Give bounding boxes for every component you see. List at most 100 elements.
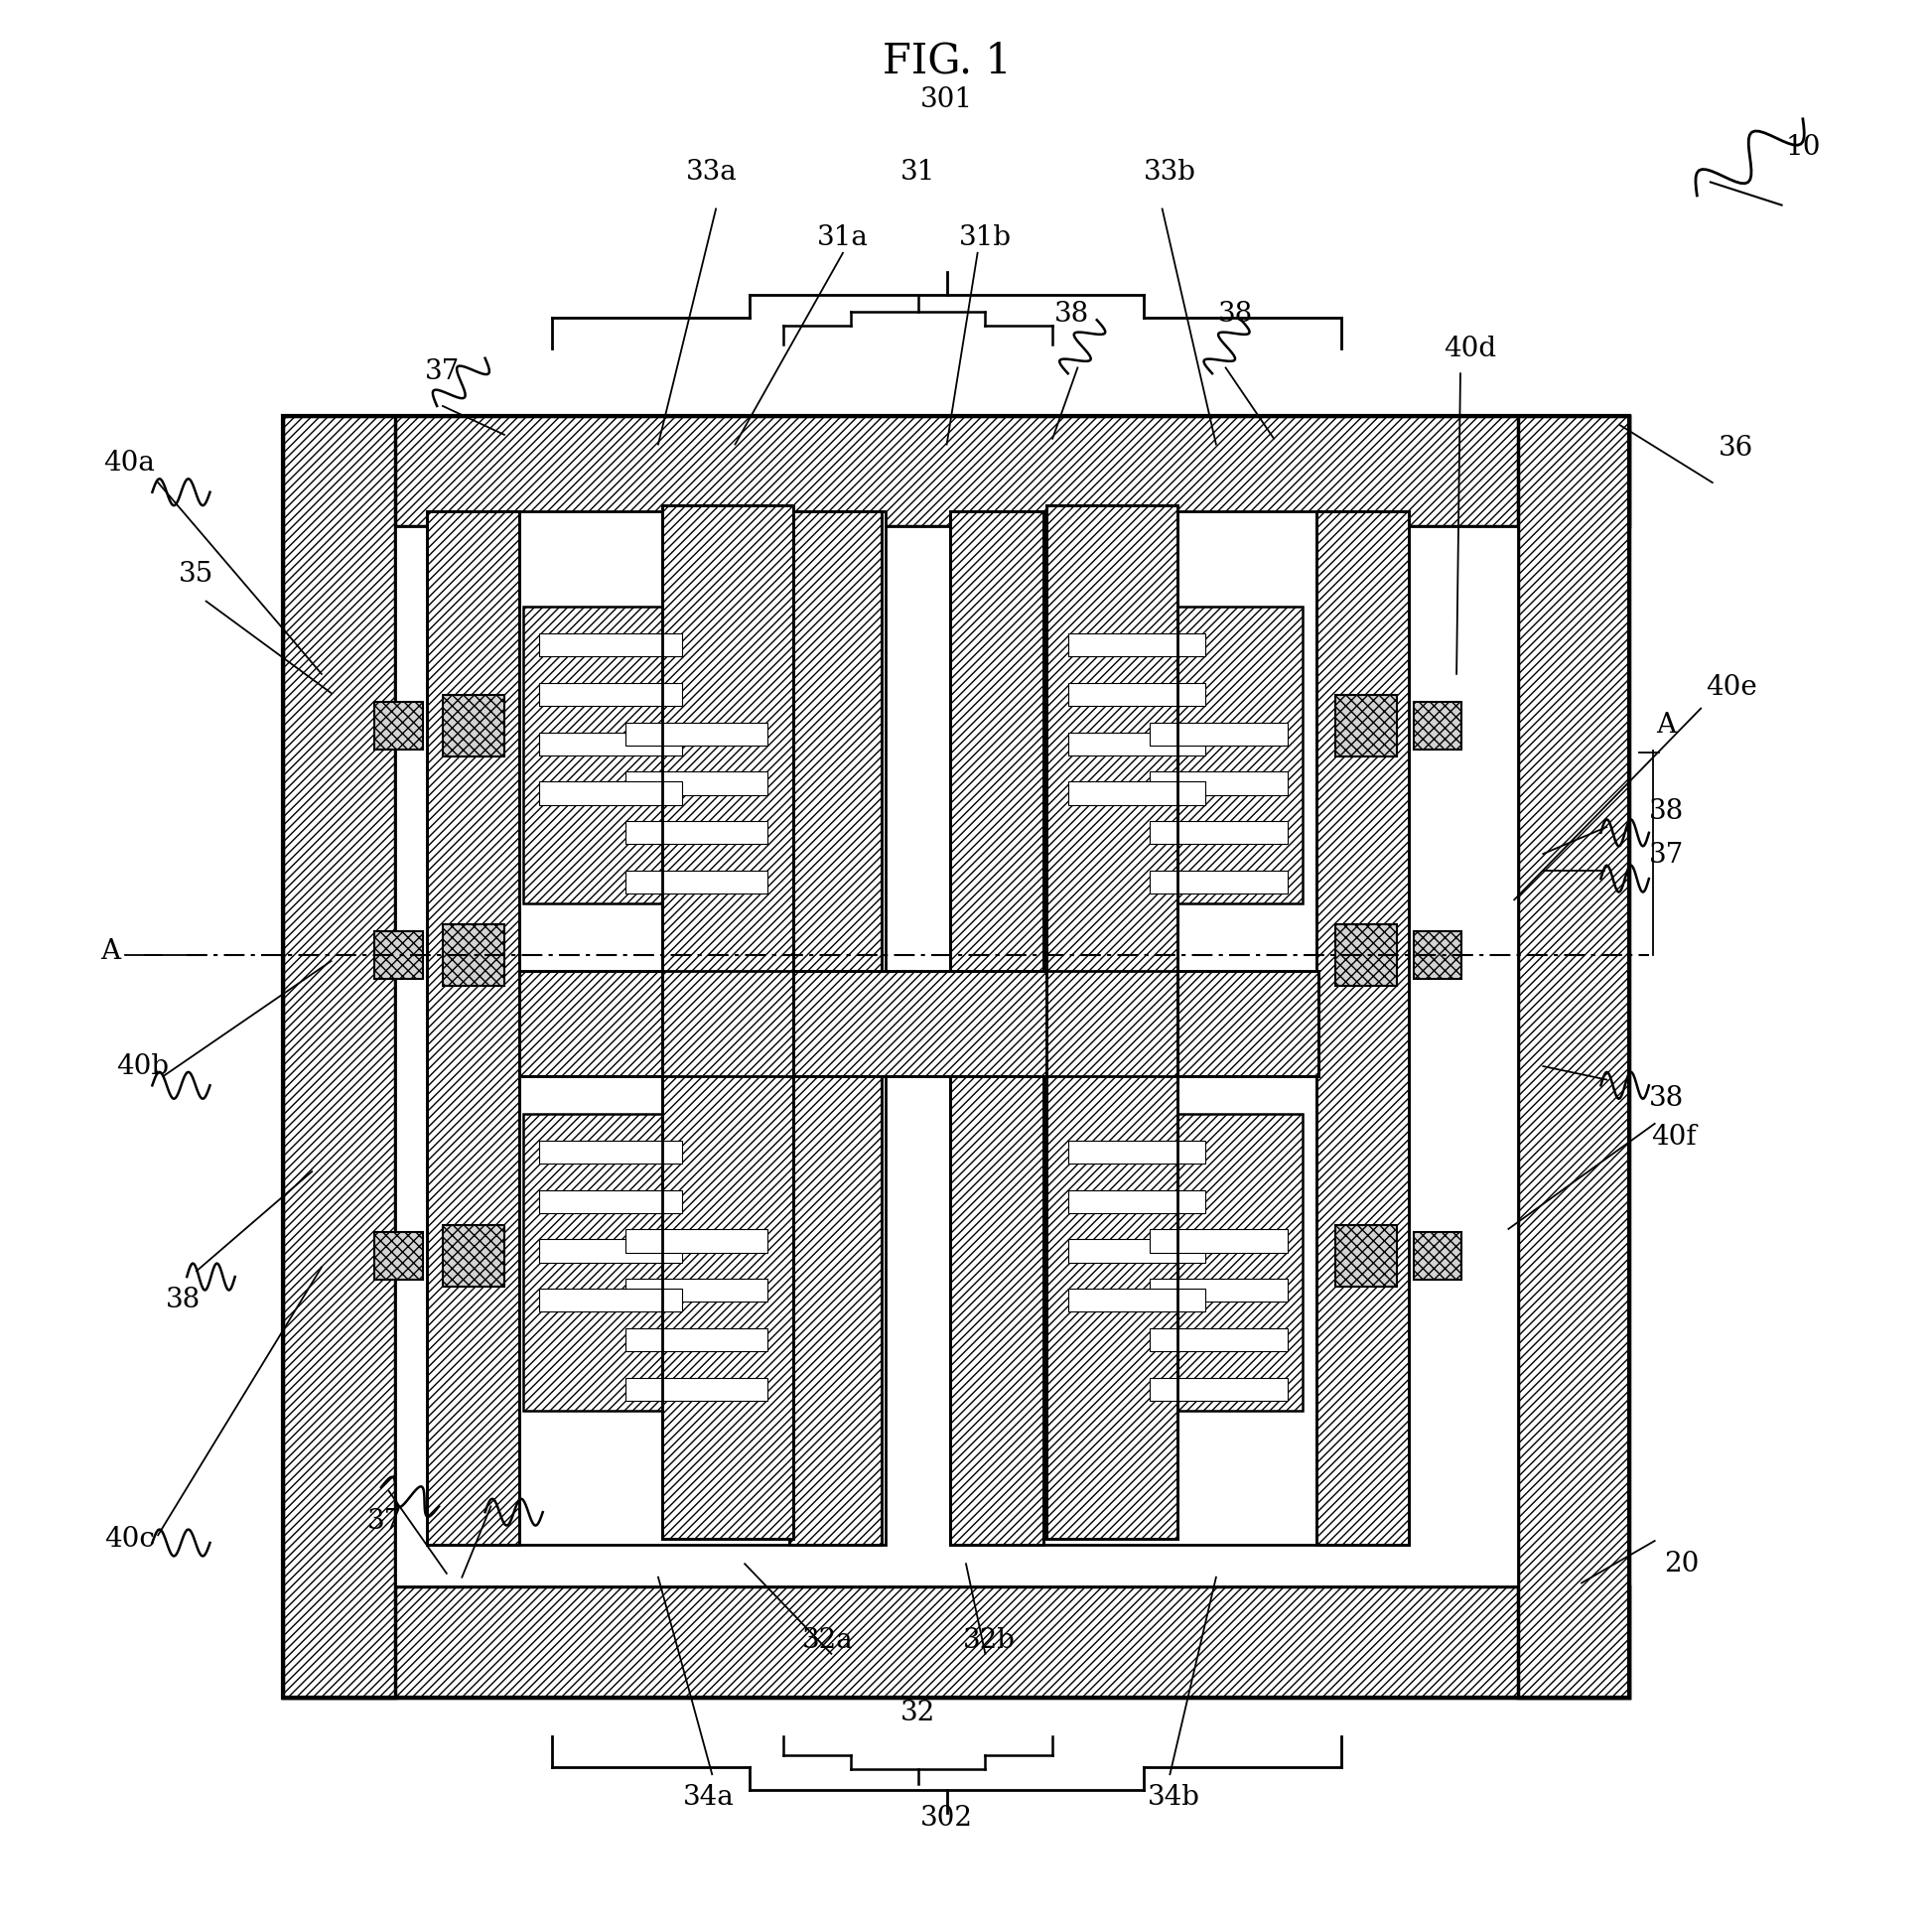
Text: 40d: 40d [1443, 334, 1497, 361]
Bar [520, 971, 1318, 1076]
Bar [284, 415, 394, 1697]
Bar [1068, 732, 1206, 755]
Text: 32a: 32a [802, 1626, 854, 1653]
Bar [626, 1278, 767, 1301]
Bar [1068, 1190, 1206, 1213]
Text: 37: 37 [425, 357, 460, 384]
Text: 32: 32 [900, 1699, 935, 1726]
Bar [951, 511, 1043, 1545]
Text: 33b: 33b [1144, 160, 1196, 186]
Text: 34b: 34b [1148, 1784, 1200, 1811]
Bar [1150, 1378, 1287, 1401]
Bar [1150, 821, 1287, 844]
Bar [1068, 782, 1206, 805]
Bar [524, 1115, 782, 1411]
Bar [1047, 505, 1179, 1540]
Bar [1150, 871, 1287, 894]
Bar [442, 696, 504, 755]
Bar [1068, 1290, 1206, 1313]
Bar [626, 1378, 767, 1401]
Text: 33a: 33a [686, 160, 738, 186]
Text: 40a: 40a [104, 450, 155, 477]
Text: 302: 302 [920, 1805, 974, 1832]
Text: 40e: 40e [1706, 675, 1758, 702]
Bar [284, 1588, 1631, 1697]
Bar [427, 511, 520, 1545]
Bar [1047, 505, 1179, 1540]
Bar [1150, 1328, 1287, 1351]
Bar [1068, 1240, 1206, 1263]
Bar [427, 511, 520, 1545]
Bar [539, 1240, 682, 1263]
Text: A: A [1656, 713, 1677, 740]
Text: FIG. 1: FIG. 1 [883, 40, 1010, 83]
Text: 35: 35 [180, 561, 214, 588]
Bar [1335, 1224, 1397, 1286]
Bar [1068, 634, 1206, 657]
Bar [524, 607, 782, 903]
Bar [375, 1232, 423, 1280]
Bar [1414, 1232, 1461, 1280]
Bar [1316, 511, 1408, 1545]
Text: 38: 38 [1648, 798, 1683, 825]
Bar [539, 1290, 682, 1313]
Bar [1053, 607, 1302, 903]
Bar [539, 782, 682, 805]
Bar [1335, 924, 1397, 986]
Text: 301: 301 [920, 86, 974, 113]
Bar [284, 415, 1631, 1697]
Bar [539, 732, 682, 755]
Bar [1150, 723, 1287, 746]
Bar [442, 924, 504, 986]
Bar [626, 1328, 767, 1351]
Bar [1414, 702, 1461, 750]
Text: 38: 38 [1648, 1086, 1683, 1113]
Bar [539, 682, 682, 705]
Text: A: A [100, 938, 120, 965]
Text: 36: 36 [1718, 434, 1752, 461]
Text: 38: 38 [471, 1513, 506, 1540]
Bar [539, 1140, 682, 1163]
Bar [951, 511, 1408, 1545]
Bar [1068, 682, 1206, 705]
Text: 31a: 31a [817, 225, 869, 252]
Bar [1150, 773, 1287, 796]
Bar [626, 821, 767, 844]
Text: 40f: 40f [1652, 1124, 1696, 1151]
Bar [626, 773, 767, 796]
Text: 20: 20 [1663, 1551, 1698, 1578]
Bar [1316, 511, 1408, 1545]
Bar [1068, 1140, 1206, 1163]
Text: 31: 31 [900, 160, 935, 186]
Text: 37: 37 [1648, 842, 1685, 869]
Bar [1335, 696, 1397, 755]
Bar [788, 511, 881, 1545]
Bar [663, 505, 792, 1540]
Bar [626, 871, 767, 894]
Bar [951, 511, 1043, 1545]
Text: 37: 37 [367, 1509, 402, 1536]
Bar [1150, 1230, 1287, 1253]
Bar [626, 1230, 767, 1253]
Bar [539, 634, 682, 657]
Text: 34a: 34a [682, 1784, 734, 1811]
Text: 40c: 40c [104, 1526, 155, 1553]
Bar [394, 527, 1519, 1588]
Bar [1519, 415, 1631, 1697]
Bar [539, 1190, 682, 1213]
Text: 32b: 32b [962, 1626, 1016, 1653]
Bar [520, 971, 1318, 1076]
Bar [788, 511, 881, 1545]
Bar [626, 723, 767, 746]
Bar [1414, 932, 1461, 978]
Text: 38: 38 [166, 1286, 201, 1313]
Bar [1150, 1278, 1287, 1301]
Bar [375, 702, 423, 750]
Bar [442, 1224, 504, 1286]
Bar [375, 932, 423, 978]
Bar [284, 415, 1631, 527]
Text: 38: 38 [1055, 300, 1090, 327]
Bar [663, 505, 792, 1540]
Text: 31b: 31b [958, 225, 1012, 252]
Bar [427, 511, 885, 1545]
